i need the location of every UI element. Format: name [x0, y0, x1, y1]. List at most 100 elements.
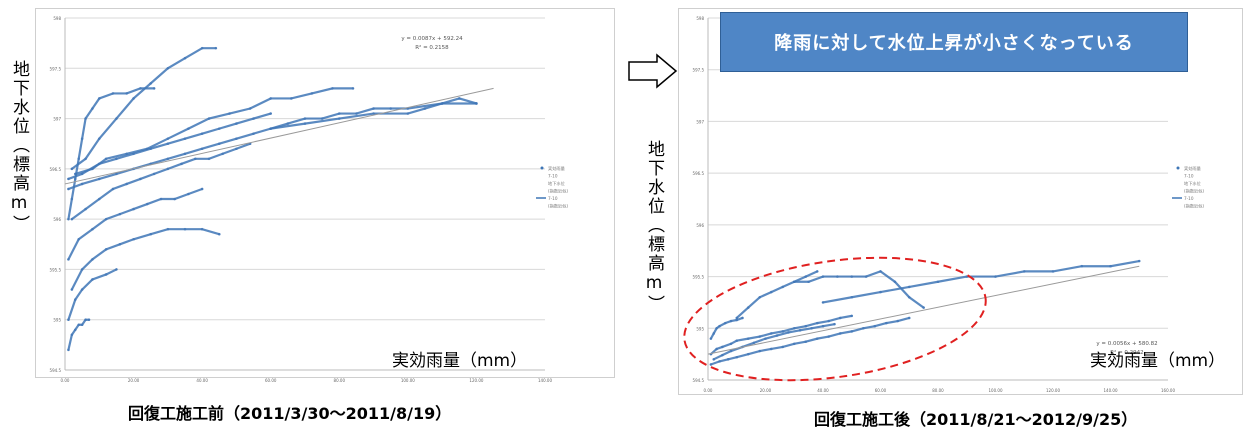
trend-line: [64, 87, 494, 185]
data-point: [97, 97, 101, 100]
data-point: [833, 322, 836, 326]
data-point: [879, 270, 882, 273]
r-squared: R² = 0.2942: [1110, 349, 1143, 356]
series-line: [70, 47, 217, 170]
data-point: [718, 324, 721, 328]
data-point: [372, 107, 375, 110]
data-point: [200, 227, 204, 231]
data-point: [735, 339, 739, 342]
annotation-banner: 降雨に対して水位上昇が小さくなっている: [720, 12, 1188, 72]
data-point: [741, 316, 744, 320]
data-point: [746, 306, 750, 309]
data-point: [139, 177, 142, 181]
x-tick-label: 100.00: [989, 388, 1003, 393]
data-point: [67, 217, 70, 221]
data-point: [269, 97, 273, 100]
data-point: [104, 273, 108, 276]
data-point: [729, 342, 733, 346]
data-point: [769, 347, 773, 351]
right-arrow-icon: [628, 53, 678, 89]
data-point: [457, 97, 461, 100]
data-point: [758, 335, 762, 338]
x-tick-label: 60.00: [875, 388, 887, 393]
x-axis-label-before: 実効雨量（mm）: [392, 351, 528, 371]
data-point: [907, 316, 911, 320]
data-point: [70, 197, 74, 201]
legend-entry: (指数近似): [1184, 203, 1204, 210]
series-line: [821, 259, 1141, 304]
data-point: [850, 330, 854, 333]
data-point: [187, 127, 190, 130]
data-point: [836, 275, 839, 278]
y-tick-label: 594.5: [50, 368, 62, 373]
data-point: [864, 275, 868, 278]
data-point: [726, 358, 730, 361]
caption-before: 回復工施工前（2011/3/30～2011/8/19）: [128, 404, 452, 423]
x-tick-label: 80.00: [932, 388, 944, 393]
data-point: [879, 290, 882, 294]
data-point: [183, 152, 187, 156]
data-point: [80, 182, 84, 186]
plot-area-before: [35, 8, 615, 378]
data-point: [67, 177, 70, 181]
y-tick-label: 596: [696, 223, 704, 228]
x-tick-label: 40.00: [196, 378, 208, 383]
data-point: [723, 321, 727, 325]
data-point: [303, 122, 307, 125]
x-tick-label: 100.00: [401, 378, 415, 383]
x-tick-label: 120.00: [469, 378, 483, 383]
data-point: [70, 333, 74, 337]
data-point: [84, 117, 87, 120]
data-point: [922, 306, 925, 309]
data-point: [173, 197, 177, 201]
data-point: [907, 295, 911, 299]
data-point: [125, 182, 129, 186]
data-point: [804, 324, 808, 328]
data-point: [80, 268, 84, 271]
legend-entry: 7-10: [1184, 196, 1194, 201]
data-point: [73, 177, 77, 181]
r-squared: R² = 0.2158: [415, 44, 449, 51]
data-point: [781, 330, 785, 333]
x-tick-label: 140.00: [538, 378, 552, 383]
data-point: [289, 97, 293, 100]
data-point: [80, 288, 84, 291]
y-tick-label: 597: [696, 119, 704, 124]
data-point: [152, 87, 156, 90]
data-point: [145, 202, 149, 206]
data-point: [248, 107, 252, 110]
data-point: [286, 122, 290, 125]
trend-equation: y = 0.0087x + 592.24: [401, 36, 463, 42]
data-point: [80, 323, 84, 327]
data-point: [217, 232, 221, 236]
data-point: [821, 324, 825, 328]
data-point: [97, 137, 101, 140]
data-point: [269, 112, 273, 115]
data-point: [827, 335, 831, 338]
data-point: [166, 66, 170, 70]
data-point: [718, 360, 721, 363]
legend-entry: 7-10: [548, 196, 558, 201]
data-point: [183, 227, 187, 231]
data-point: [850, 295, 854, 299]
data-point: [77, 157, 81, 161]
data-point: [228, 112, 231, 115]
data-point: [735, 316, 739, 320]
data-point: [73, 298, 77, 301]
data-point: [893, 280, 897, 284]
data-point: [149, 232, 153, 236]
data-point: [792, 280, 796, 284]
data-point: [217, 142, 221, 146]
data-point: [183, 137, 187, 140]
data-point: [183, 56, 187, 60]
data-point: [331, 87, 334, 90]
data-point: [821, 275, 825, 278]
data-point: [111, 92, 115, 95]
data-point: [715, 326, 718, 330]
x-tick-label: 40.00: [817, 388, 829, 393]
y-tick-label: 596.5: [693, 171, 705, 176]
data-point: [77, 323, 81, 327]
legend-marker: [540, 166, 544, 170]
data-point: [235, 137, 238, 140]
